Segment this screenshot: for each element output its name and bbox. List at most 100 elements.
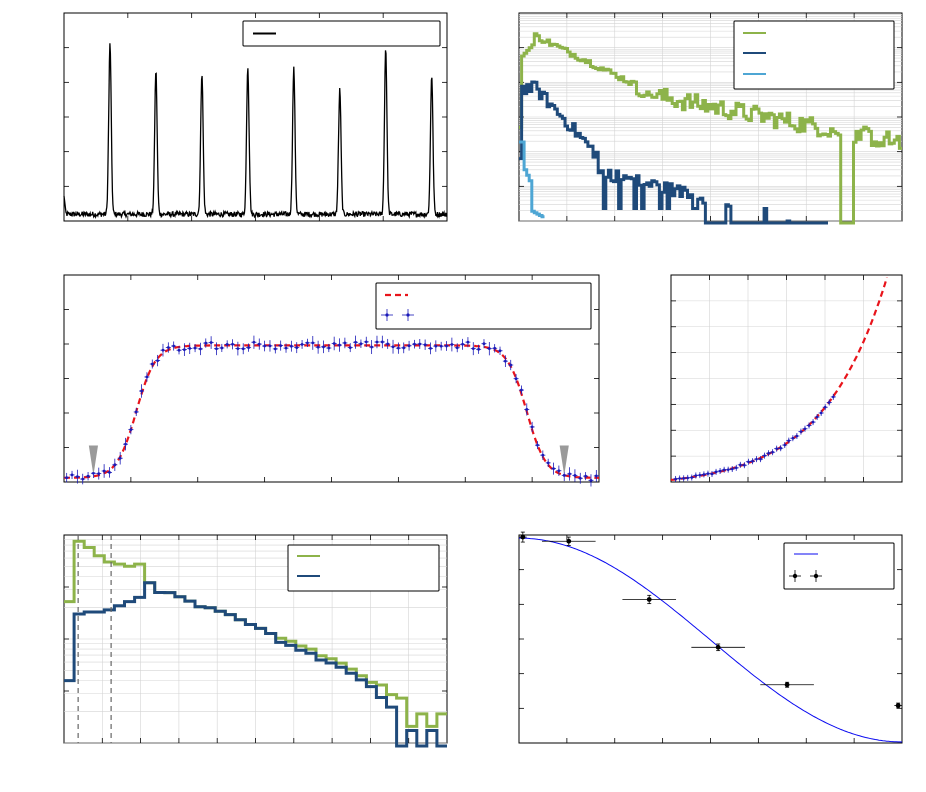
data-point (573, 474, 577, 477)
data-point (791, 436, 795, 440)
data-point (177, 348, 181, 352)
data-point (568, 472, 571, 476)
panel-middle-right (670, 274, 903, 483)
data-point (734, 466, 738, 470)
data-point (514, 377, 518, 381)
data-point (327, 346, 331, 350)
data-point (715, 644, 721, 650)
data-point (477, 347, 481, 351)
data-point (434, 344, 438, 348)
data-point (86, 474, 90, 478)
data-point (714, 470, 718, 474)
data-point (578, 476, 582, 480)
top-right-legend (733, 20, 895, 90)
data-point (306, 341, 309, 345)
data-point (525, 408, 529, 411)
data-point (338, 343, 341, 347)
data-point (370, 345, 374, 349)
panel-top-right (518, 12, 903, 225)
data-point (284, 346, 288, 350)
data-point (92, 471, 95, 475)
data-point (807, 424, 811, 427)
navy-histogram-line (64, 581, 447, 748)
data-point (364, 340, 368, 344)
data-point (418, 342, 422, 346)
data-point (108, 471, 111, 474)
data-point (204, 341, 208, 345)
data-point (674, 477, 677, 481)
data-point (113, 463, 117, 467)
data-point (589, 478, 593, 482)
data-point (530, 425, 534, 429)
data-point (726, 468, 730, 471)
data-point (482, 342, 486, 346)
green-histogram-line (519, 32, 902, 225)
data-point (509, 363, 513, 367)
data-point (215, 347, 218, 351)
data-point (498, 349, 502, 353)
data-point (81, 477, 85, 481)
data-point (188, 346, 192, 350)
data-point (819, 411, 823, 415)
data-point (300, 343, 304, 346)
data-point (795, 434, 799, 438)
data-point (220, 346, 224, 350)
data-point (429, 346, 432, 350)
data-point (730, 467, 734, 471)
data-point (722, 468, 726, 472)
data-point (156, 359, 160, 362)
data-point (763, 454, 766, 457)
data-point (546, 461, 550, 465)
data-point (775, 447, 778, 450)
data-point (134, 410, 138, 414)
data-point (423, 343, 427, 347)
data-point (118, 456, 122, 460)
bottom-left-legend (287, 544, 440, 592)
data-point (471, 347, 475, 351)
data-point (166, 346, 170, 349)
data-point (461, 342, 464, 346)
legend-swatch-point (813, 573, 819, 579)
data-point (493, 346, 497, 350)
panel-bottom-left (63, 534, 448, 748)
data-point (359, 342, 363, 346)
data-point (520, 388, 523, 392)
data-point (209, 341, 213, 344)
data-point (831, 395, 835, 399)
data-point (562, 473, 566, 477)
data-point (236, 347, 240, 350)
data-point (503, 359, 507, 363)
data-point (803, 427, 807, 431)
data-point (161, 348, 165, 352)
data-point (455, 346, 459, 350)
data-point (702, 473, 706, 476)
data-point (65, 476, 69, 480)
data-point (823, 405, 827, 409)
data-point (439, 344, 443, 348)
panel-bottom-right (518, 531, 903, 744)
data-point (487, 347, 491, 351)
data-point (252, 340, 256, 344)
data-point (541, 453, 545, 457)
data-point (332, 342, 336, 345)
data-point (70, 473, 74, 477)
data-point (739, 463, 742, 467)
data-point (584, 474, 588, 478)
data-point (129, 428, 133, 432)
data-point (231, 342, 234, 346)
data-point (348, 346, 352, 350)
data-point (150, 362, 154, 366)
data-point (690, 476, 694, 479)
data-point (678, 477, 681, 480)
data-point (182, 348, 186, 352)
data-point (694, 474, 698, 477)
data-point (145, 375, 149, 379)
data-point (755, 457, 758, 461)
peak-series-line (63, 43, 448, 220)
data-point (827, 401, 831, 404)
data-point (450, 343, 454, 346)
data-point (743, 463, 746, 467)
data-point (375, 340, 379, 344)
data-point (783, 443, 787, 447)
